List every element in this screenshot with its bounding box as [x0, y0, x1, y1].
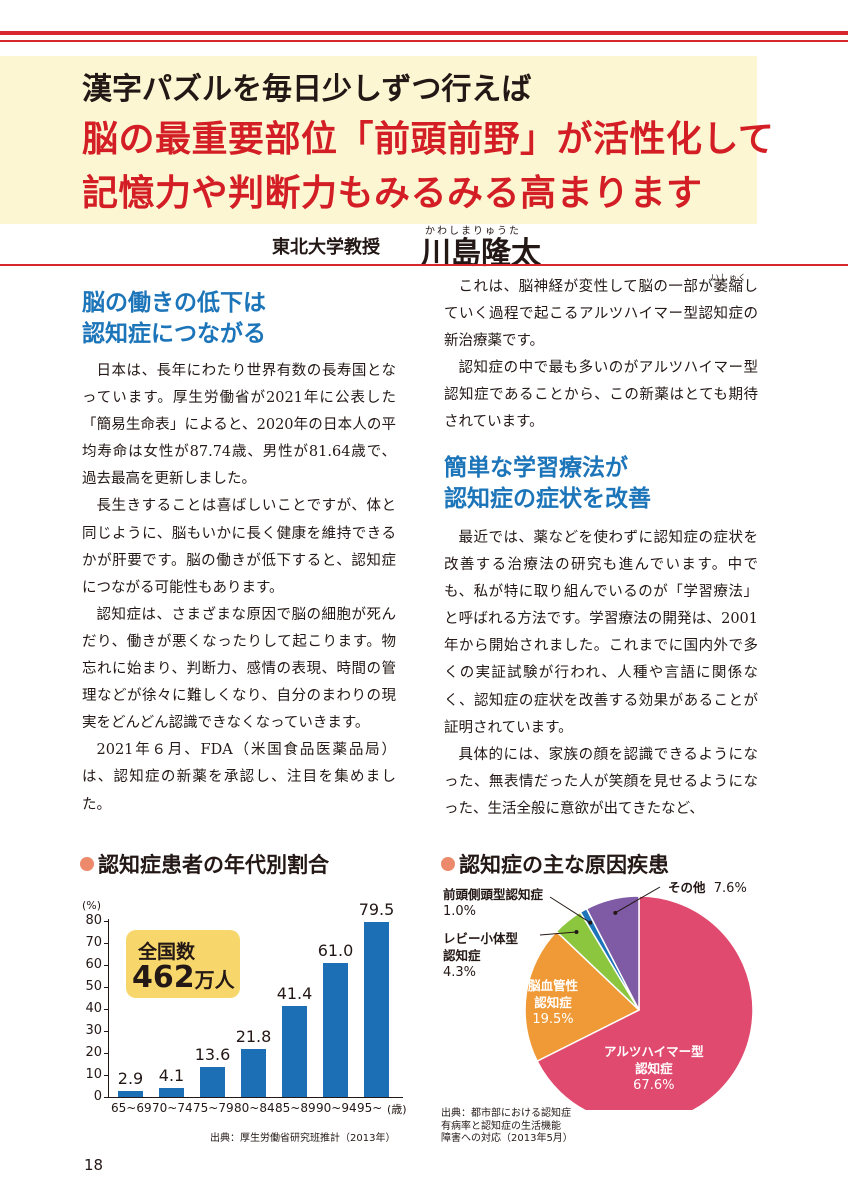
bar-value-label: 2.9	[117, 1068, 144, 1088]
right-heading: 簡単な学習療法が 認知症の症状を改善	[444, 453, 651, 515]
top-rule	[0, 31, 848, 35]
title-banner	[0, 56, 757, 224]
right-heading-line1: 簡単な学習療法が	[444, 455, 628, 481]
bar	[118, 1090, 143, 1097]
right-paragraph-2: 認知症の中で最も多いのがアルツハイマー型認知症であることから、この新薬はとても期…	[444, 360, 758, 431]
pie-leader-dot	[574, 929, 579, 934]
x-tick-label: 65~69	[111, 1101, 152, 1115]
pie-slice-label: レビー小体型 認知症 4.3%	[443, 931, 519, 980]
y-tick-label: 80	[85, 913, 102, 928]
y-tick-mark	[104, 1097, 108, 1098]
x-unit-label: (歳)	[387, 1103, 407, 1116]
bar	[241, 1049, 266, 1097]
y-tick-label: 60	[85, 957, 102, 972]
bullet-dot-icon	[80, 857, 94, 871]
author-rule	[0, 264, 848, 266]
callout-label: 全国数	[138, 941, 196, 963]
right-body-bottom: 最近では、薬などを使わずに認知症の症状を改善する治療法の研究も進んでいます。中で…	[444, 525, 758, 823]
left-heading: 脳の働きの低下は 認知症につながる	[82, 288, 266, 350]
y-tick-label: 20	[85, 1045, 102, 1060]
callout-value: 462万人	[132, 960, 235, 995]
bar-chart-title: 認知症患者の年代別割合	[80, 849, 329, 879]
x-axis-line	[108, 1097, 403, 1098]
bar	[323, 962, 348, 1097]
pie-slice	[585, 895, 640, 1011]
y-unit-label: (%)	[82, 899, 102, 912]
ruby-ishuku: いしゅく	[711, 273, 747, 282]
pie-slice-label: 前頭側頭型認知症 1.0%	[443, 887, 544, 919]
bar-value-label: 13.6	[194, 1045, 231, 1065]
y-tick-label: 40	[85, 1001, 102, 1016]
x-tick-label: 70~74	[152, 1101, 193, 1115]
left-heading-line2: 認知症につながる	[82, 321, 266, 347]
pie-leader-line	[549, 896, 591, 924]
left-paragraph-1: 日本は、長年にわたり世界有数の長寿国となっています。厚生労働省が2021年に公表…	[82, 363, 396, 488]
x-tick-label: 75~79	[193, 1101, 234, 1115]
x-tick-label: 90~94	[316, 1101, 357, 1115]
bar	[282, 1005, 307, 1097]
right-paragraph-3: 最近では、薬などを使わずに認知症の症状を改善する治療法の研究も進んでいます。中で…	[444, 530, 758, 736]
x-tick-label: 80~84	[234, 1101, 275, 1115]
y-tick-mark	[104, 1031, 108, 1032]
y-tick-mark	[104, 1075, 108, 1076]
pie-chart-source: 出典：都市部における認知症 有病率と認知症の生活機能 障害への対応（2013年5…	[441, 1108, 573, 1144]
y-tick-label: 30	[85, 1023, 102, 1038]
right-paragraph-4: 具体的には、家族の顔を認識できるようになった、無表情だった人が笑顔を見せるように…	[444, 746, 758, 817]
title-lead: 漢字パズルを毎日少しずつ行えば	[82, 72, 532, 107]
top-rule-thin	[0, 40, 848, 42]
bar-value-label: 61.0	[317, 940, 354, 960]
y-tick-mark	[104, 1053, 108, 1054]
pie-slice-label: アルツハイマー型 認知症 67.6%	[604, 1044, 704, 1093]
bar	[364, 922, 389, 1097]
bullet-dot-icon	[441, 857, 455, 871]
y-tick-label: 10	[85, 1067, 102, 1082]
left-heading-line1: 脳の働きの低下は	[82, 290, 266, 316]
y-tick-mark	[104, 1009, 108, 1010]
right-paragraph-1: これは、脳神経が変性して脳の一部が萎縮していく過程で起こるアルツハイマー型認知症…	[444, 279, 758, 350]
pie-chart-title: 認知症の主な原因疾患	[441, 849, 669, 879]
y-tick-mark	[104, 965, 108, 966]
pie-chart	[524, 886, 754, 1110]
author-ruby: かわしまりゅうた	[425, 226, 521, 237]
y-tick-mark	[104, 987, 108, 988]
x-tick-label: 95~	[357, 1101, 383, 1115]
bar-value-label: 79.5	[358, 900, 395, 920]
pie-slice-label: その他 7.6%	[668, 880, 747, 896]
y-axis-line	[108, 919, 109, 1097]
pie-leader-dot	[613, 910, 618, 915]
left-body: 日本は、長年にわたり世界有数の長寿国となっています。厚生労働省が2021年に公表…	[82, 358, 396, 819]
pie-leader-line	[615, 886, 661, 914]
bar-value-label: 21.8	[235, 1027, 272, 1047]
title-main-line2: 記憶力や判断力もみるみる高まります	[82, 173, 703, 214]
left-paragraph-4: 2021年６月、FDA（米国食品医薬品局）は、認知症の新薬を承認し、注目を集めま…	[82, 742, 396, 813]
bar	[159, 1087, 184, 1097]
page-number: 18	[84, 1156, 104, 1174]
bar-chart-source: 出典：厚生労働省研究班推計（2013年）	[210, 1133, 396, 1144]
y-tick-label: 70	[85, 935, 102, 950]
total-callout	[126, 930, 240, 998]
title-main-line1: 脳の最重要部位「前頭前野」が活性化して	[82, 119, 775, 160]
bar	[200, 1067, 225, 1097]
pie-slice	[524, 930, 641, 1063]
right-heading-line2: 認知症の症状を改善	[444, 486, 651, 512]
pie-leader-line	[539, 931, 577, 936]
y-tick-mark	[104, 921, 108, 922]
right-body-top: これは、脳神経が変性して脳の一部が萎縮していく過程で起こるアルツハイマー型認知症…	[444, 274, 758, 437]
x-tick-label: 85~89	[275, 1101, 316, 1115]
bar-value-label: 4.1	[158, 1065, 185, 1085]
left-paragraph-2: 長生きすることは喜ばしいことですが、体と同じように、脳もいかに長く健康を維持でき…	[82, 498, 396, 596]
y-tick-mark	[104, 943, 108, 944]
pie-slice-label: 脳血管性 認知症 19.5%	[528, 978, 579, 1027]
y-tick-label: 50	[85, 979, 102, 994]
bar-value-label: 41.4	[276, 983, 313, 1003]
pie-slice	[536, 895, 754, 1110]
pie-leader-dot	[588, 920, 593, 925]
left-paragraph-3: 認知症は、さまざまな原因で脳の細胞が死んだり、働きが悪くなったりして起こります。…	[82, 606, 396, 732]
author-affiliation: 東北大学教授	[272, 237, 380, 258]
y-tick-label: 0	[93, 1089, 102, 1104]
